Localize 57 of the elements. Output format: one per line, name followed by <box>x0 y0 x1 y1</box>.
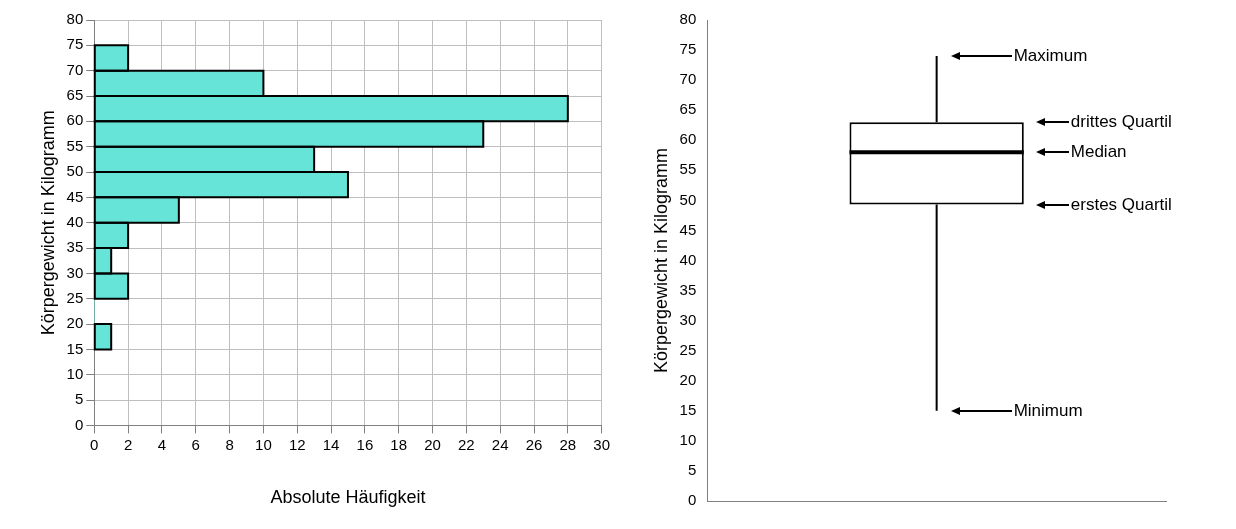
y-tick-label: 65 <box>679 100 697 118</box>
y-tick-label: 70 <box>66 60 84 78</box>
y-tick-label: 20 <box>66 314 84 332</box>
y-tick-label: 40 <box>679 250 697 268</box>
y-tick-label: 55 <box>66 136 84 154</box>
y-tick-label: 5 <box>74 390 84 408</box>
y-tick-label: 20 <box>679 370 697 388</box>
y-tick-label: 80 <box>66 10 84 28</box>
y-tick-label: 45 <box>679 220 697 238</box>
y-tick-label: 35 <box>66 238 84 256</box>
y-tick-label: 15 <box>679 400 697 418</box>
y-tick-label: 65 <box>66 86 84 104</box>
y-tick-label: 75 <box>679 40 697 58</box>
y-tick-label: 80 <box>679 10 697 28</box>
x-tick-label: 22 <box>458 435 475 453</box>
y-tick-label: 30 <box>66 263 84 281</box>
x-tick-label: 10 <box>255 435 272 453</box>
y-tick-label: 60 <box>66 111 84 129</box>
annotation: Median <box>1070 142 1127 163</box>
y-tick-label: 45 <box>66 187 84 205</box>
x-tick-label: 12 <box>288 435 306 453</box>
y-tick-label: 60 <box>679 130 697 148</box>
y-tick-label: 75 <box>66 35 84 53</box>
y-tick-label: 0 <box>74 415 84 433</box>
y-tick-label: 25 <box>66 288 84 306</box>
x-tick-label: 28 <box>559 435 577 453</box>
x-tick-label: 14 <box>322 435 340 453</box>
annotation: drittes Quartil <box>1070 112 1172 133</box>
y-tick-label: 10 <box>66 364 84 382</box>
y-tick-label: 0 <box>687 491 697 509</box>
x-tick-label: 4 <box>157 435 167 453</box>
x-tick-label: 8 <box>225 435 234 453</box>
x-tick-label: 16 <box>356 435 374 453</box>
x-axis-title: Absolute Häufigkeit <box>270 487 426 508</box>
annotation: Maximum <box>1013 46 1088 67</box>
annotation: erstes Quartil <box>1070 194 1172 215</box>
x-tick-label: 2 <box>123 435 133 453</box>
y-axis-title: Körpergewicht in Kilogramm <box>650 147 671 374</box>
x-tick-label: 30 <box>593 435 610 453</box>
y-tick-label: 50 <box>66 162 84 180</box>
x-tick-label: 0 <box>90 435 99 453</box>
x-tick-label: 20 <box>424 435 441 453</box>
y-tick-label: 5 <box>687 461 697 479</box>
x-tick-label: 18 <box>390 435 408 453</box>
x-tick-label: 26 <box>525 435 543 453</box>
annotation: Minimum <box>1013 400 1083 421</box>
y-tick-label: 30 <box>679 310 697 328</box>
x-tick-label: 6 <box>191 435 200 453</box>
y-tick-label: 25 <box>679 340 697 358</box>
y-tick-label: 40 <box>66 212 84 230</box>
x-tick-label: 24 <box>491 435 509 453</box>
y-tick-label: 15 <box>66 339 84 357</box>
y-tick-label: 70 <box>679 70 697 88</box>
y-tick-label: 55 <box>679 160 697 178</box>
y-axis-title: Körpergewicht in Kilogramm <box>37 110 58 336</box>
y-tick-label: 35 <box>679 280 697 298</box>
y-tick-label: 50 <box>679 190 697 208</box>
